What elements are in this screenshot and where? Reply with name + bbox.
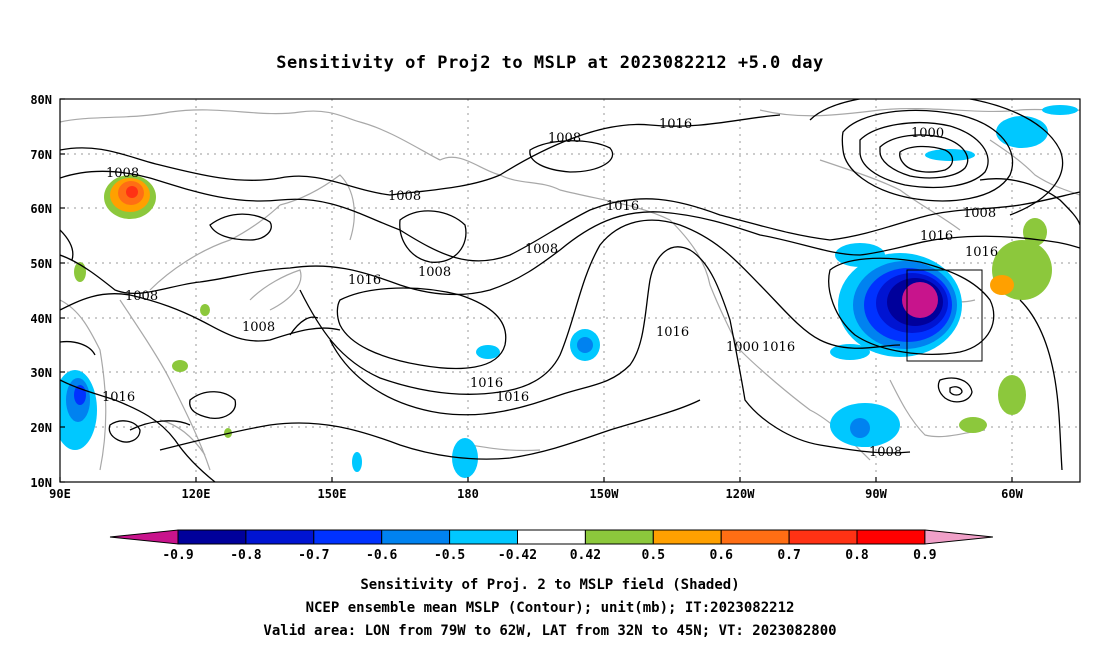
contour-label: 1016 [965,245,998,260]
contour-label: 1008 [388,189,421,204]
caption-line-2: NCEP ensemble mean MSLP (Contour); unit(… [306,600,795,616]
lat-label: 60N [30,202,52,216]
colorbar-swatch [313,529,383,545]
contour-label: 1008 [548,131,581,146]
contour-label: 1016 [920,229,953,244]
colorbar-tick-label: -0.7 [298,548,329,563]
shade-north-atlantic [996,116,1048,148]
lat-label: 50N [30,257,52,271]
lat-label: 40N [30,312,52,326]
colorbar: -0.9 -0.8 -0.7 -0.6 -0.5 -0.42 0.42 0.5 0.6 0.7 0.… [109,529,993,563]
contour-label: 1008 [242,320,275,335]
contour-label: 1000 [726,340,759,355]
contour-label: 1008 [106,166,139,181]
caption-line-3: Valid area: LON from 79W to 62W, LAT fro… [263,623,836,639]
lat-label: 10N [30,476,52,490]
caption-line-1: Sensitivity of Proj. 2 to MSLP field (Sh… [360,577,739,593]
colorbar-swatch [449,529,519,545]
colorbar-swatch [584,529,654,545]
colorbar-tick-label: -0.8 [230,548,261,563]
contour-label: 1008 [125,289,158,304]
contour-label: 1016 [102,390,135,405]
mslp-contours [60,99,1080,482]
colorbar-tick-label: -0.42 [498,548,537,563]
colorbar-tick-label: 0.8 [845,548,869,563]
contour-labels: 1008 1016 1000 1008 1016 1008 1016 1016 … [102,117,998,460]
contour-label: 1016 [659,117,692,132]
colorbar-swatch [788,529,858,545]
sensitivity-shading [60,105,1078,478]
contour-label: 1008 [418,265,451,280]
colorbar-swatch [517,529,586,545]
colorbar-end-high [924,529,993,545]
contour-label: 1008 [869,445,902,460]
map-frame [59,98,1081,483]
valid-area-box [906,269,983,362]
colorbar-swatch [652,529,722,545]
lat-label: 80N [30,93,52,107]
colorbar-swatch [245,529,315,545]
lon-label: 150E [318,487,347,501]
lon-label: 120E [182,487,211,501]
lon-axis: 90E 120E 150E 180 150W 120W 90W 60W [49,477,1024,501]
colorbar-tick-label: 0.5 [642,548,665,563]
contour-label: 1008 [525,242,558,257]
shade-negative-core [902,282,938,318]
contour-label: 1008 [963,206,996,221]
figure-title: Sensitivity of Proj2 to MSLP at 20230822… [276,53,823,73]
lon-label: 90E [49,487,71,501]
colorbar-swatch [856,529,926,545]
lon-label: 90W [865,487,887,501]
colorbar-tick-label: 0.42 [570,548,601,563]
lon-label: 180 [457,487,479,501]
gridlines [60,99,1080,482]
lon-label: 150W [590,487,620,501]
contour-label: 1000 [911,126,944,141]
lat-label: 20N [30,421,52,435]
colorbar-swatch [177,529,247,545]
colorbar-tick-label: 0.9 [913,548,936,563]
lat-label: 70N [30,148,52,162]
contour-label: 1016 [496,390,529,405]
lon-label: 120W [726,487,756,501]
colorbar-swatch [720,529,790,545]
map-panel: 1008 1016 1000 1008 1016 1008 1016 1016 … [60,99,1080,482]
contour-label: 1016 [470,376,503,391]
colorbar-end-low [109,529,179,545]
contour-label: 1016 [348,273,381,288]
contour-label: 1016 [656,325,689,340]
colorbar-tick-label: 0.7 [777,548,800,563]
colorbar-tick-label: -0.5 [434,548,465,563]
contour-label: 1016 [762,340,795,355]
colorbar-tick-label: 0.6 [709,548,733,563]
lat-label: 30N [30,366,52,380]
colorbar-tick-label: -0.9 [162,548,193,563]
lat-axis: 80N 70N 60N 50N 40N 30N 20N 10N [30,93,65,490]
contour-label: 1016 [606,199,639,214]
lon-label: 60W [1001,487,1023,501]
colorbar-tick-label: -0.6 [366,548,397,563]
colorbar-swatch [381,529,451,545]
